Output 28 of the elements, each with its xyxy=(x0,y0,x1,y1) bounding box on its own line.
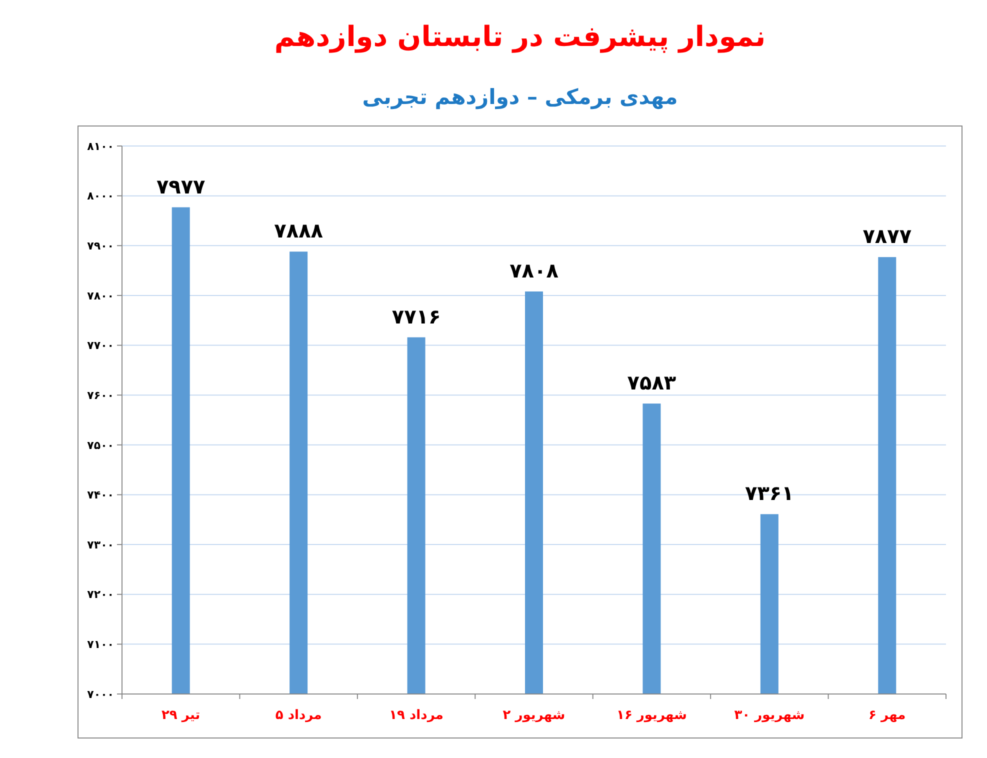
data-label: ۷۵۸۳ xyxy=(627,370,676,395)
y-tick-label: ۷۸۰۰ xyxy=(87,289,114,302)
data-label: ۷۳۶۱ xyxy=(745,481,794,506)
x-tick-label: ۱۶ شهریور xyxy=(616,708,687,723)
chart-title: نمودار پیشرفت در تابستان دوازدهم xyxy=(274,20,766,53)
y-tick-label: ۷۱۰۰ xyxy=(87,638,114,652)
data-label: ۷۹۷۷ xyxy=(156,174,206,198)
y-tick-label: ۷۶۰۰ xyxy=(87,388,114,402)
x-tick-label: ۶ مهر xyxy=(868,708,906,723)
y-tick-label: ۷۰۰۰ xyxy=(87,688,114,701)
chart-subtitle: مهدی برمکی – دوازدهم تجربی xyxy=(362,85,678,110)
x-tick-label: ۲۹ تیر xyxy=(162,708,200,723)
data-label: ۷۷۱۶ xyxy=(392,304,441,328)
data-label: ۷۸۸۸ xyxy=(274,218,323,243)
y-tick-label: ۷۴۰۰ xyxy=(87,488,114,502)
data-label: ۷۸۰۸ xyxy=(510,258,558,282)
x-tick-label: ۱۹ مرداد xyxy=(389,708,444,723)
y-tick-label: ۸۰۰۰ xyxy=(87,190,114,203)
x-tick-label: ۲ شهریور xyxy=(502,708,566,723)
y-tick-label: ۷۲۰۰ xyxy=(87,588,114,602)
data-label: ۷۸۷۷ xyxy=(862,224,912,248)
y-tick-label: ۷۳۰۰ xyxy=(87,538,114,552)
y-tick-label: ۷۵۰۰ xyxy=(87,438,114,452)
y-tick-label: ۷۷۰۰ xyxy=(87,339,114,352)
x-tick-label: ۳۰ شهریور xyxy=(734,708,805,723)
y-tick-label: ۸۱۰۰ xyxy=(87,140,114,153)
y-tick-label: ۷۹۰۰ xyxy=(87,239,114,252)
x-tick-label: ۵ مرداد xyxy=(275,708,322,723)
